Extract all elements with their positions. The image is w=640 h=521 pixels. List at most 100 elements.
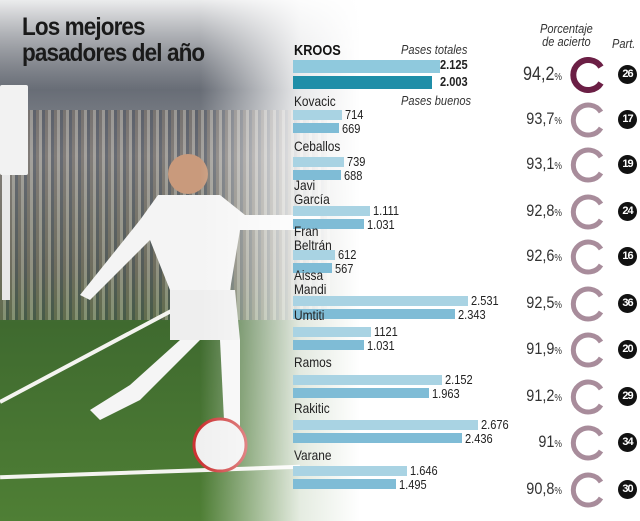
total-value: 2.531 <box>471 293 499 308</box>
ring-arc <box>570 379 604 415</box>
good-bar <box>293 340 365 350</box>
accuracy-ring <box>570 332 604 368</box>
good-bar <box>293 479 397 489</box>
good-bar <box>293 433 462 443</box>
accuracy-ring <box>570 286 604 322</box>
ring-arc <box>570 147 604 183</box>
accuracy-number: 92,8 <box>526 201 555 220</box>
accuracy-ring <box>570 239 604 275</box>
percent-sign: % <box>554 393 562 404</box>
header-accuracy: Porcentaje de acierto <box>540 22 593 48</box>
header-good: Pases buenos <box>401 93 472 108</box>
percent-sign: % <box>554 72 562 83</box>
good-value: 2.003 <box>440 74 468 89</box>
total-value: 1.111 <box>372 203 399 218</box>
total-value: 2.676 <box>481 417 509 432</box>
accuracy-value: 92,5% <box>503 293 562 313</box>
accuracy-ring <box>570 102 604 138</box>
accuracy-ring <box>570 472 604 508</box>
player-name: KROOS <box>294 42 341 59</box>
accuracy-ring <box>570 194 604 230</box>
player-name: Aissa Mandi <box>294 267 327 297</box>
good-value: 1.495 <box>399 477 428 492</box>
ring-arc <box>570 425 604 461</box>
title-line: pasadores del año <box>22 39 205 67</box>
player-name: Umtiti <box>294 307 325 323</box>
accuracy-value: 92,6% <box>503 246 562 266</box>
accuracy-ring <box>570 147 604 183</box>
total-value: 714 <box>345 107 364 122</box>
matches-badge: 26 <box>618 65 637 84</box>
matches-badge: 20 <box>618 340 637 359</box>
total-value: 2.152 <box>444 372 473 387</box>
percent-sign: % <box>554 300 562 311</box>
good-value: 1.031 <box>367 338 395 353</box>
total-value: 612 <box>338 247 357 262</box>
good-value: 669 <box>342 121 361 136</box>
header-line: Porcentaje <box>540 21 593 36</box>
ring-arc <box>570 102 604 138</box>
good-bar <box>293 263 333 273</box>
total-bar <box>293 296 469 306</box>
accuracy-ring <box>570 57 604 93</box>
player-name: Ceballos <box>294 138 341 154</box>
accuracy-number: 93,1 <box>526 154 555 173</box>
good-value: 567 <box>335 261 354 276</box>
good-bar <box>293 170 341 180</box>
accuracy-ring <box>570 379 604 415</box>
accuracy-value: 94,2% <box>503 64 562 86</box>
total-bar <box>293 327 371 337</box>
accuracy-value: 91% <box>503 432 562 452</box>
accuracy-number: 91 <box>538 432 555 451</box>
percent-sign: % <box>554 161 562 172</box>
accuracy-value: 92,8% <box>503 201 562 221</box>
total-bar <box>293 466 407 476</box>
matches-badge: 29 <box>618 387 637 406</box>
total-bar <box>293 250 336 260</box>
title-line: Los mejores <box>22 13 146 41</box>
accuracy-number: 91,9 <box>526 339 555 358</box>
player-name: Ramos <box>294 354 332 370</box>
matches-badge: 30 <box>618 480 637 499</box>
ring-arc <box>570 286 604 322</box>
accuracy-number: 93,7 <box>526 109 555 128</box>
top-fade <box>0 0 640 90</box>
accuracy-ring <box>570 425 604 461</box>
header-matches: Part. <box>612 36 636 51</box>
page-title: Los mejores pasadores del año <box>22 13 205 67</box>
total-bar <box>293 420 479 430</box>
good-bar <box>293 123 340 133</box>
accuracy-number: 92,6 <box>526 246 555 265</box>
accuracy-number: 92,5 <box>526 293 555 312</box>
total-bar <box>293 110 343 120</box>
player-name: Varane <box>294 447 332 463</box>
matches-badge: 24 <box>618 202 637 221</box>
total-bar <box>293 206 370 216</box>
good-value: 1.963 <box>431 386 460 401</box>
accuracy-value: 91,2% <box>503 386 562 406</box>
good-bar <box>293 219 365 229</box>
percent-sign: % <box>554 253 562 264</box>
matches-badge: 34 <box>618 433 637 452</box>
total-value: 739 <box>347 154 366 169</box>
good-bar <box>293 309 456 319</box>
accuracy-value: 90,8% <box>503 479 562 499</box>
ring-arc <box>570 472 604 508</box>
ring-arc <box>570 57 604 93</box>
player-name: Fran Beltrán <box>294 223 332 253</box>
total-bar <box>293 157 345 167</box>
percent-sign: % <box>554 346 562 357</box>
accuracy-number: 94,2 <box>522 64 555 85</box>
total-bar <box>293 60 440 73</box>
good-bar <box>293 76 432 89</box>
good-value: 2.436 <box>464 431 493 446</box>
ring-arc <box>570 194 604 230</box>
total-value: 1.646 <box>409 463 438 478</box>
accuracy-number: 91,2 <box>526 386 555 405</box>
matches-badge: 19 <box>618 155 637 174</box>
good-value: 1.031 <box>367 217 395 232</box>
header-total: Pases totales <box>401 42 468 57</box>
total-bar <box>293 375 442 385</box>
matches-badge: 17 <box>618 110 637 129</box>
